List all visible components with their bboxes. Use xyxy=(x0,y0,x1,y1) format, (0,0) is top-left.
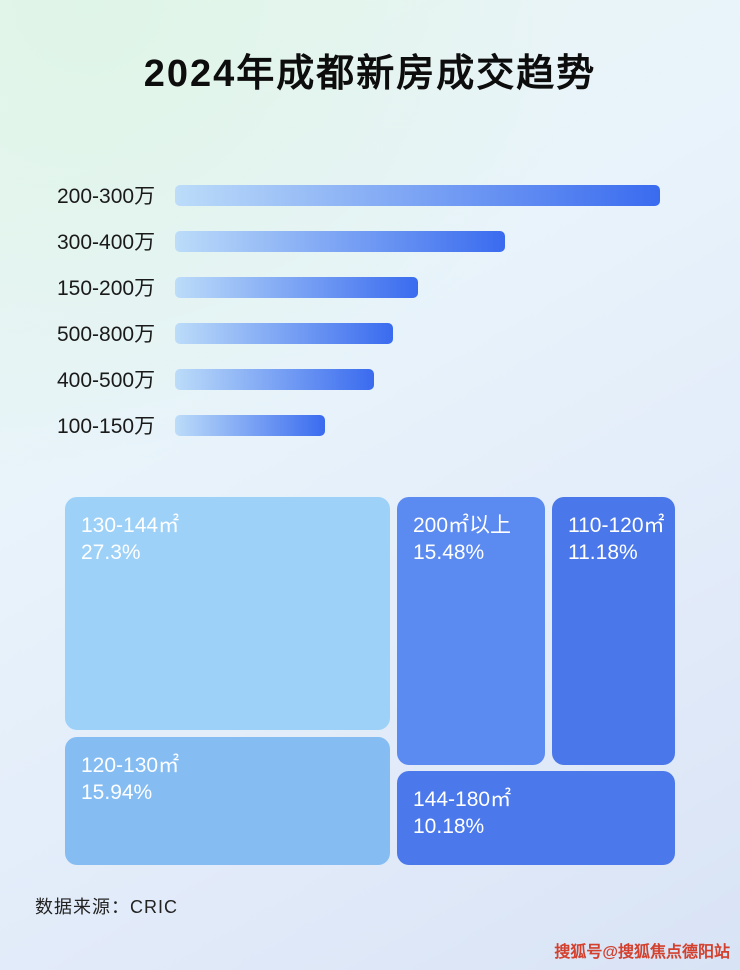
bar xyxy=(175,276,418,298)
treemap-box-label: 200㎡以上 xyxy=(413,514,512,537)
bar-category-label: 400-500万 xyxy=(57,369,156,392)
bar xyxy=(175,368,374,390)
treemap-box: 110-120㎡ 11.18% xyxy=(552,497,675,765)
bar-track xyxy=(175,230,660,252)
bar-row: 500-800万 xyxy=(57,310,660,356)
treemap-box-label: 130-144㎡ xyxy=(81,514,180,537)
bar-track xyxy=(175,184,660,206)
treemap-box-label: 120-130㎡ xyxy=(81,754,180,777)
treemap-box: 130-144㎡ 27.3% xyxy=(65,497,390,730)
bar xyxy=(175,414,326,436)
bar-track xyxy=(175,276,660,298)
bar-category-label: 500-800万 xyxy=(57,323,156,346)
bar-row: 300-400万 xyxy=(57,218,660,264)
bar xyxy=(175,184,660,206)
bar-row: 100-150万 xyxy=(57,402,660,448)
bar-row: 150-200万 xyxy=(57,264,660,310)
treemap-box-label: 144-180㎡ xyxy=(413,788,512,811)
treemap-box: 200㎡以上 15.48% xyxy=(397,497,545,765)
bar-track xyxy=(175,414,660,436)
treemap-box-percent: 15.94% xyxy=(81,781,153,804)
bar-row: 400-500万 xyxy=(57,356,660,402)
bar-row: 200-300万 xyxy=(57,172,660,218)
watermark-text: 搜狐号@搜狐焦点德阳站 xyxy=(554,944,730,961)
bar-track xyxy=(175,322,660,344)
treemap-box-percent: 27.3% xyxy=(81,541,141,564)
bar-track xyxy=(175,368,660,390)
area-band-treemap: 130-144㎡ 27.3% 200㎡以上 15.48% 110-120㎡ 11.18% 1… xyxy=(65,497,675,865)
treemap-box-percent: 15.48% xyxy=(413,541,485,564)
bar-category-label: 150-200万 xyxy=(57,277,156,300)
bar xyxy=(175,322,394,344)
page-title: 2024年成都新房成交趋势 xyxy=(143,53,597,95)
bar-category-label: 300-400万 xyxy=(57,231,156,254)
bar xyxy=(175,230,505,252)
treemap-box: 144-180㎡ 10.18% xyxy=(397,771,675,865)
treemap-box-label: 110-120㎡ xyxy=(568,514,665,537)
price-band-bar-chart: 200-300万 300-400万 150-200万 500-800万 400-500万… xyxy=(57,172,660,448)
treemap-box-percent: 10.18% xyxy=(413,815,485,838)
bar-category-label: 200-300万 xyxy=(57,185,156,208)
treemap-box-percent: 11.18% xyxy=(568,541,638,564)
data-source-label: 数据来源：CRIC xyxy=(35,897,178,917)
treemap-box: 120-130㎡ 15.94% xyxy=(65,737,390,865)
bar-category-label: 100-150万 xyxy=(57,415,156,438)
